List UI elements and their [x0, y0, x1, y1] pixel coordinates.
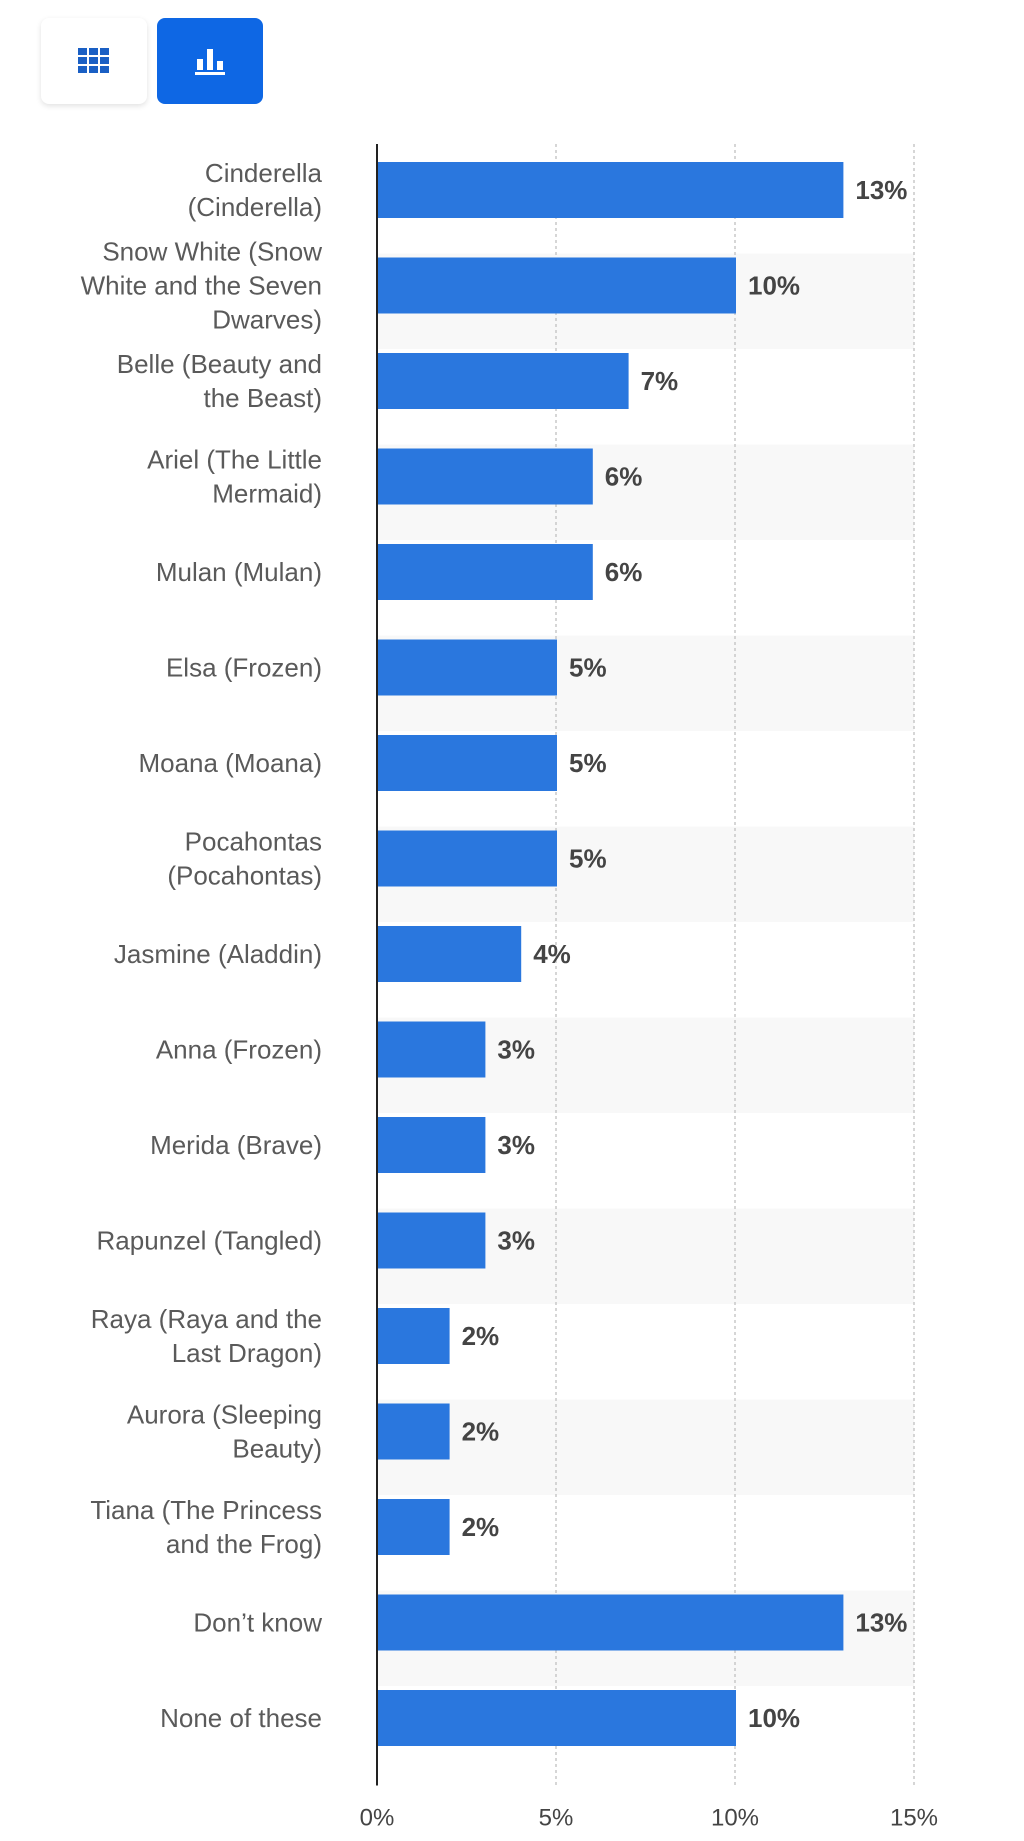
value-label: 2%	[462, 1321, 500, 1351]
value-label: 5%	[569, 748, 607, 778]
bar	[378, 353, 629, 409]
category-label: Moana (Moana)	[138, 748, 322, 778]
bar	[378, 1212, 486, 1269]
category-label: Don’t know	[193, 1608, 322, 1638]
bar-chart: 0% 5% 10% 15% 13% Cinderella (Cinderella) 10% Sn…	[81, 144, 938, 1832]
bar	[378, 1021, 486, 1078]
bar-chart-icon	[195, 49, 225, 75]
value-label: 4%	[533, 939, 571, 969]
category-label: Anna (Frozen)	[156, 1035, 322, 1065]
category-label: Merida (Brave)	[150, 1130, 322, 1160]
x-tick-label: 10%	[711, 1805, 759, 1832]
chart-view-button[interactable]	[157, 18, 263, 104]
category-label: Elsa (Frozen)	[166, 653, 322, 683]
category-label: Aurora (Sleeping Beauty)	[127, 1400, 322, 1464]
category-label: None of these	[160, 1703, 322, 1733]
category-label: Pocahontas (Pocahontas)	[167, 827, 322, 891]
bar	[378, 1499, 450, 1555]
value-label: 3%	[497, 1035, 535, 1065]
x-tick-label: 0%	[360, 1805, 395, 1832]
bar	[378, 926, 522, 982]
category-label: Snow White (Snow White and the Seven Dwarv…	[81, 237, 323, 335]
bar	[378, 1403, 450, 1460]
value-label: 2%	[462, 1417, 500, 1447]
value-label: 3%	[497, 1226, 535, 1256]
category-label: Cinderella (Cinderella)	[188, 158, 323, 222]
category-label: Raya (Raya and the Last Dragon)	[91, 1304, 322, 1368]
bar	[378, 830, 557, 887]
value-label: 13%	[855, 1608, 907, 1638]
bar	[378, 639, 557, 696]
category-label: Mulan (Mulan)	[156, 557, 322, 587]
value-label: 10%	[748, 1703, 800, 1733]
category-label: Belle (Beauty and the Beast)	[117, 349, 322, 413]
value-label: 5%	[569, 653, 607, 683]
value-label: 7%	[641, 366, 679, 396]
table-view-button[interactable]	[41, 18, 147, 104]
value-label: 3%	[497, 1130, 535, 1160]
category-label: Ariel (The Little Mermaid)	[147, 445, 322, 509]
row-band	[377, 1399, 914, 1495]
table-grid-icon	[78, 48, 109, 73]
bar	[378, 1594, 844, 1651]
category-label: Tiana (The Princess and the Frog)	[90, 1495, 322, 1559]
value-label: 6%	[605, 462, 643, 492]
value-label: 10%	[748, 271, 800, 301]
value-label: 13%	[855, 175, 907, 205]
value-label: 6%	[605, 557, 643, 587]
bar	[378, 257, 736, 314]
value-label: 5%	[569, 844, 607, 874]
value-label: 2%	[462, 1512, 500, 1542]
x-tick-label: 15%	[890, 1805, 938, 1832]
x-tick-label: 5%	[539, 1805, 574, 1832]
category-label: Rapunzel (Tangled)	[97, 1226, 322, 1256]
bar	[378, 1308, 450, 1364]
bar	[378, 448, 593, 505]
bar	[378, 735, 557, 791]
view-toggle	[41, 18, 263, 104]
bar	[378, 544, 593, 600]
category-label: Jasmine (Aladdin)	[114, 939, 322, 969]
bar	[378, 162, 844, 218]
bar	[378, 1117, 486, 1173]
bar	[378, 1690, 736, 1746]
